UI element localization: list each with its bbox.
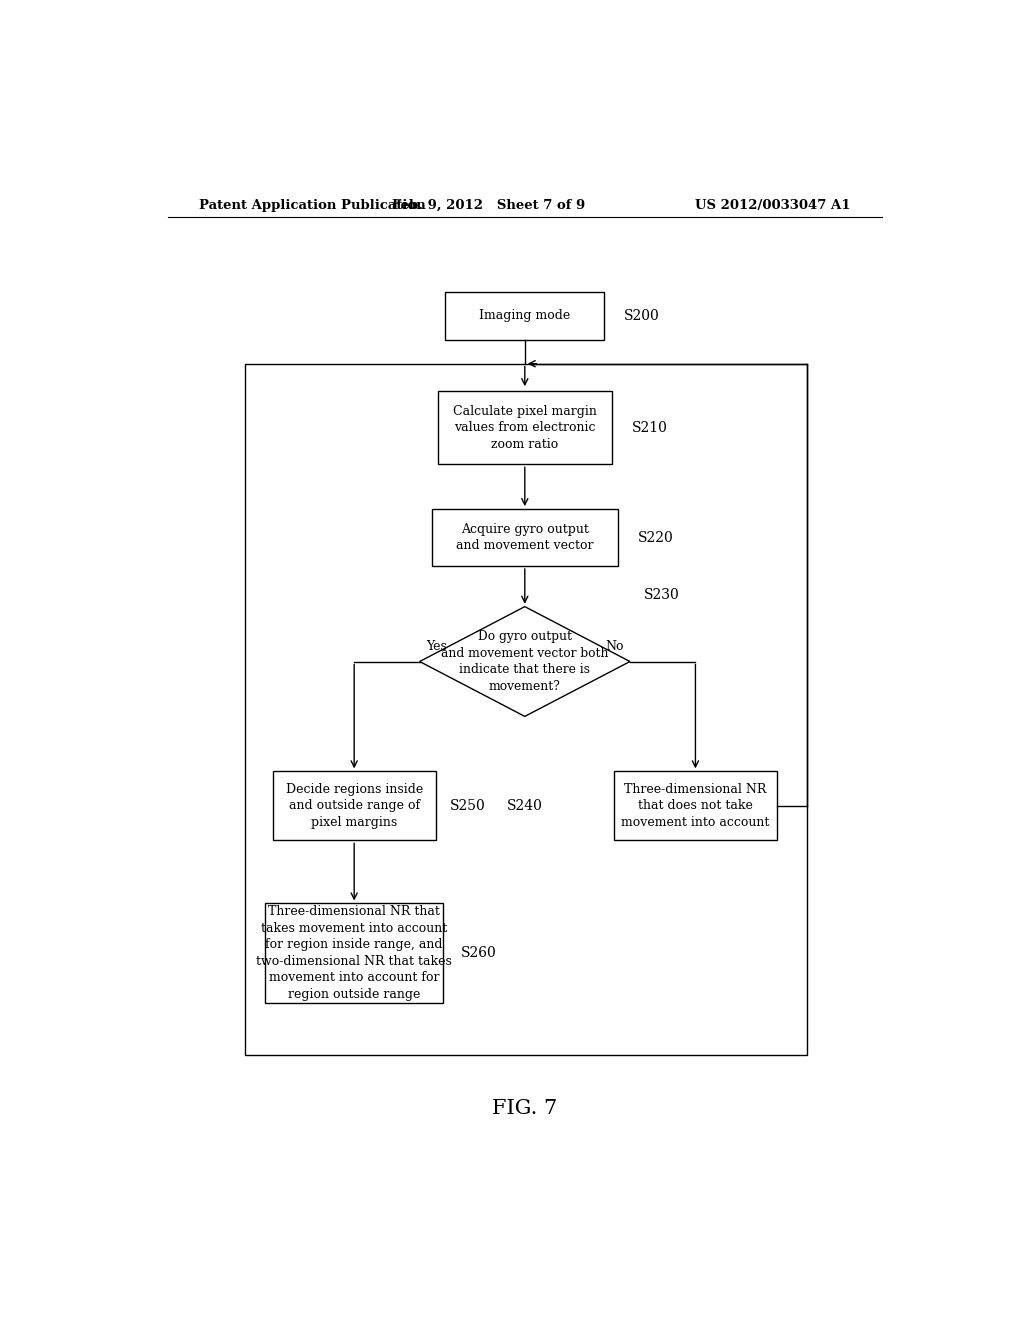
FancyBboxPatch shape <box>614 771 777 841</box>
Text: Do gyro output
and movement vector both
indicate that there is
movement?: Do gyro output and movement vector both … <box>441 630 608 693</box>
Text: S200: S200 <box>624 309 659 323</box>
Text: S210: S210 <box>632 421 668 434</box>
FancyBboxPatch shape <box>272 771 435 841</box>
Text: S220: S220 <box>638 531 674 545</box>
FancyBboxPatch shape <box>431 510 618 566</box>
Text: Yes: Yes <box>426 640 446 653</box>
Text: Three-dimensional NR that
takes movement into account
for region inside range, a: Three-dimensional NR that takes movement… <box>256 906 453 1001</box>
Text: FIG. 7: FIG. 7 <box>493 1100 557 1118</box>
Text: Three-dimensional NR
that does not take
movement into account: Three-dimensional NR that does not take … <box>622 783 770 829</box>
Text: S250: S250 <box>450 799 485 813</box>
Text: No: No <box>605 640 624 653</box>
Text: Feb. 9, 2012   Sheet 7 of 9: Feb. 9, 2012 Sheet 7 of 9 <box>392 198 586 211</box>
Text: US 2012/0033047 A1: US 2012/0033047 A1 <box>694 198 850 211</box>
FancyBboxPatch shape <box>445 292 604 341</box>
Text: Decide regions inside
and outside range of
pixel margins: Decide regions inside and outside range … <box>286 783 423 829</box>
Text: Acquire gyro output
and movement vector: Acquire gyro output and movement vector <box>456 523 594 552</box>
Text: S230: S230 <box>644 587 680 602</box>
Text: Patent Application Publication: Patent Application Publication <box>200 198 426 211</box>
Polygon shape <box>420 607 630 717</box>
Text: Calculate pixel margin
values from electronic
zoom ratio: Calculate pixel margin values from elect… <box>453 405 597 450</box>
Text: S260: S260 <box>461 946 497 960</box>
Text: S240: S240 <box>507 799 543 813</box>
Text: Imaging mode: Imaging mode <box>479 309 570 322</box>
FancyBboxPatch shape <box>437 391 612 465</box>
FancyBboxPatch shape <box>265 903 443 1003</box>
